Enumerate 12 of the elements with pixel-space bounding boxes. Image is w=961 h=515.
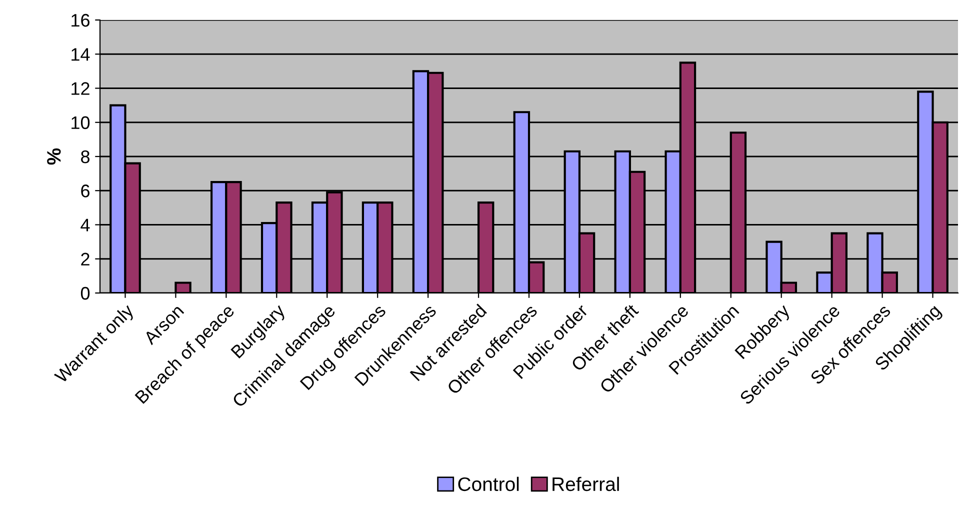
y-axis-title: %: [47, 148, 61, 165]
legend-label: Control: [458, 476, 519, 492]
y-tick-label: 2: [81, 252, 90, 266]
y-tick-label: 12: [72, 82, 90, 95]
y-tick-label: 6: [81, 184, 90, 198]
y-tick-label: 10: [72, 116, 90, 130]
y-tick-label: 0: [80, 286, 90, 300]
y-tick-label: 14: [72, 48, 90, 61]
y-tick-label: 16: [72, 14, 90, 27]
y-tick-label: 8: [81, 150, 90, 164]
y-tick-label: 4: [80, 218, 90, 232]
legend-label: Referral: [552, 476, 619, 492]
